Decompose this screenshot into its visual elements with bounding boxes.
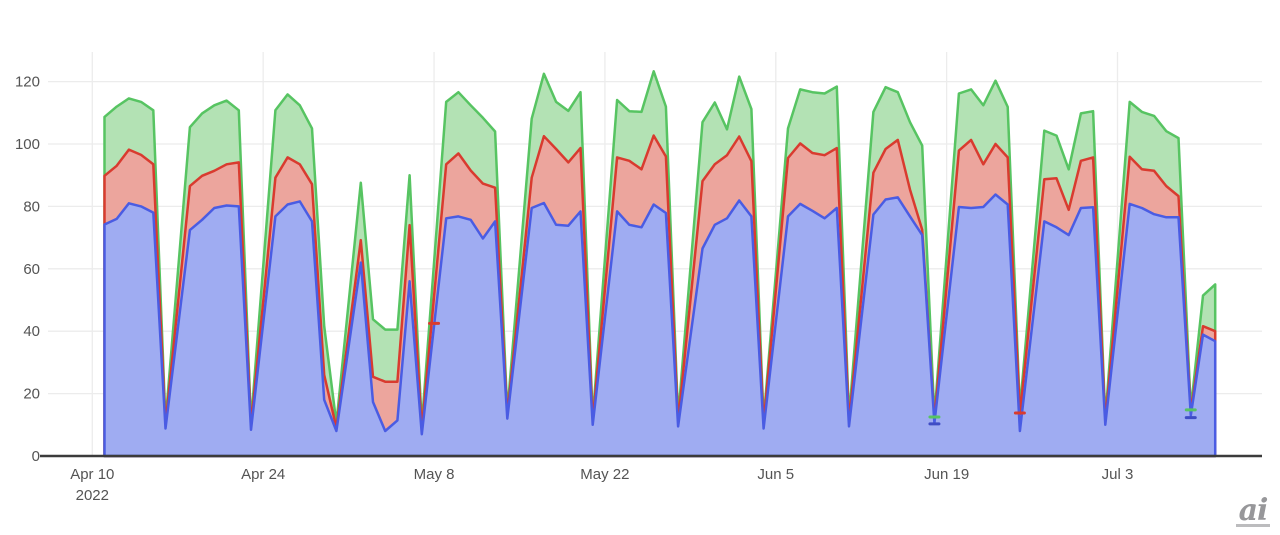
watermark-tagline <box>1236 524 1270 527</box>
y-tick-label: 120 <box>15 74 40 91</box>
x-tick-label: Apr 10 <box>70 466 114 483</box>
point-markers <box>428 321 1197 426</box>
x-tick-label: May 8 <box>414 466 455 483</box>
y-tick-label: 80 <box>23 198 40 215</box>
x-tick-sublabel: 2022 <box>76 487 109 504</box>
x-tick-label: Apr 24 <box>241 466 285 483</box>
x-tick-label: Jun 19 <box>924 466 969 483</box>
watermark-text: ai <box>1238 493 1269 528</box>
y-tick-labels: 0 20 40 60 80 100 120 <box>15 74 40 465</box>
x-tick-labels: Apr 10 2022 Apr 24 May 8 May 22 Jun 5 Jun 19 Ju… <box>70 466 1133 504</box>
y-tick-label: 0 <box>32 448 40 465</box>
y-tick-label: 40 <box>23 323 40 340</box>
y-tick-label: 20 <box>23 386 40 403</box>
x-tick-label: Jul 3 <box>1102 466 1134 483</box>
y-tick-label: 100 <box>15 136 40 153</box>
watermark-logo: ai <box>1236 493 1270 528</box>
blue-series-area <box>103 193 1217 458</box>
y-tick-label: 60 <box>23 261 40 278</box>
x-tick-label: May 22 <box>580 466 629 483</box>
x-tick-label: Jun 5 <box>757 466 794 483</box>
